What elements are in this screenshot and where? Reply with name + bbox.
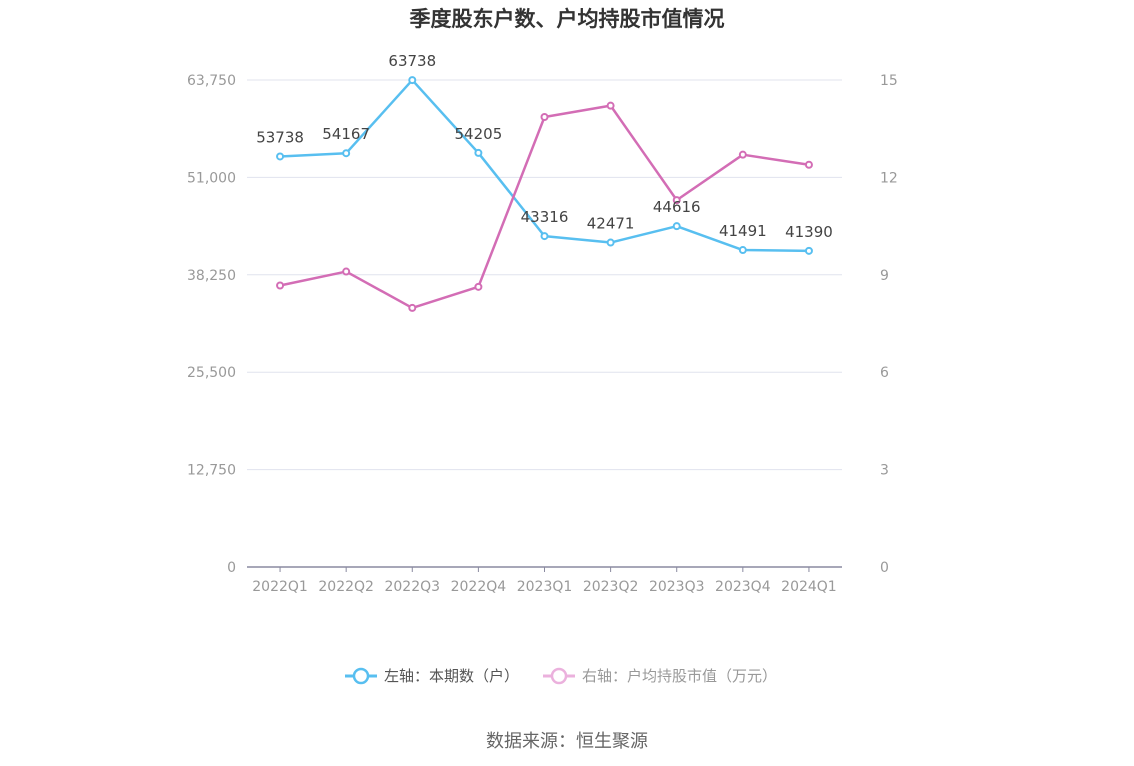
x-axis-tick: 2022Q3 <box>384 579 440 595</box>
x-axis-tick: 2022Q4 <box>451 579 507 595</box>
x-axis-tick: 2022Q1 <box>252 579 308 595</box>
data-labels: 53738 54167 63738 54205 43316 42471 44616 41491… <box>256 52 833 241</box>
data-point[interactable] <box>738 246 747 255</box>
legend[interactable]: 左轴：本期数（户） 右轴：户均持股市值（万元） <box>345 667 777 685</box>
x-axis-tick: 2022Q2 <box>318 579 374 595</box>
series-layer <box>276 76 813 312</box>
data-label: 54167 <box>322 125 370 143</box>
data-label: 63738 <box>388 52 436 70</box>
right-axis-tick: 9 <box>880 268 889 284</box>
data-point[interactable] <box>804 246 813 255</box>
data-point[interactable] <box>342 267 351 276</box>
legend-item-1[interactable]: 左轴：本期数（户） <box>345 667 519 685</box>
data-point[interactable] <box>276 281 285 290</box>
data-point[interactable] <box>606 101 615 110</box>
x-axis-tick: 2023Q2 <box>583 579 639 595</box>
axes: 0 0 12,750 3 25,500 6 38,250 9 51,000 12 63,750 15 2… <box>187 73 898 595</box>
x-axis-tick: 2023Q3 <box>649 579 705 595</box>
left-axis-tick: 38,250 <box>187 268 236 284</box>
data-label: 44616 <box>653 198 701 216</box>
data-label: 43316 <box>521 208 569 226</box>
data-point[interactable] <box>606 238 615 247</box>
left-axis-tick: 63,750 <box>187 73 236 89</box>
data-label: 42471 <box>587 215 635 233</box>
data-label: 53738 <box>256 128 304 146</box>
data-point[interactable] <box>474 148 483 157</box>
legend-marker <box>550 667 568 685</box>
data-label: 54205 <box>455 125 503 143</box>
x-axis-tick: 2023Q1 <box>517 579 573 595</box>
data-point[interactable] <box>672 222 681 231</box>
data-point[interactable] <box>408 76 417 85</box>
right-axis-tick: 12 <box>880 170 898 186</box>
data-point[interactable] <box>672 196 681 205</box>
data-point[interactable] <box>804 160 813 169</box>
left-axis-tick: 51,000 <box>187 170 236 186</box>
right-axis-tick: 3 <box>880 463 889 479</box>
data-point[interactable] <box>408 303 417 312</box>
right-axis-tick: 15 <box>880 73 898 89</box>
data-point[interactable] <box>342 149 351 158</box>
right-axis-tick: 6 <box>880 365 889 381</box>
legend-marker <box>352 667 370 685</box>
data-point[interactable] <box>540 232 549 241</box>
data-point[interactable] <box>540 113 549 122</box>
left-axis-tick: 12,750 <box>187 463 236 479</box>
data-label: 41491 <box>719 222 767 240</box>
legend-item-2[interactable]: 右轴：户均持股市值（万元） <box>543 667 777 685</box>
data-point[interactable] <box>474 282 483 291</box>
data-label: 41390 <box>785 223 833 241</box>
right-axis-tick: 0 <box>880 560 889 576</box>
chart-title: 季度股东户数、户均持股市值情况 <box>410 7 725 31</box>
left-axis-tick: 0 <box>227 560 236 576</box>
legend-label: 左轴：本期数（户） <box>384 667 519 685</box>
left-axis-tick: 25,500 <box>187 365 236 381</box>
data-point[interactable] <box>276 152 285 161</box>
data-point[interactable] <box>738 150 747 159</box>
legend-label: 右轴：户均持股市值（万元） <box>582 667 777 685</box>
source-note: 数据来源：恒生聚源 <box>486 731 648 752</box>
x-axis-tick: 2023Q4 <box>715 579 771 595</box>
x-axis-tick: 2024Q1 <box>781 579 837 595</box>
